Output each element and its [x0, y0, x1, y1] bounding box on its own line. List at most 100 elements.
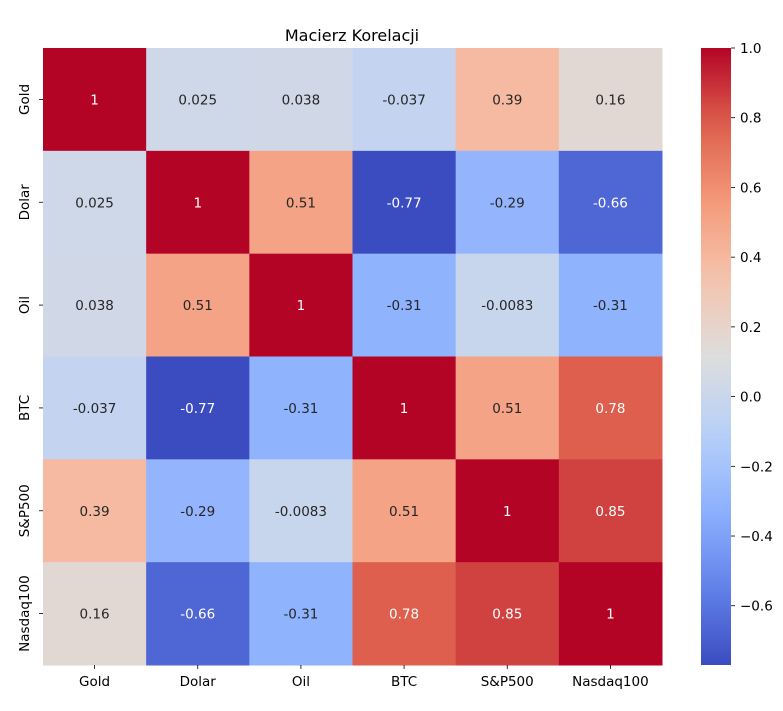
- heatmap-cell: [558, 459, 663, 563]
- heatmap-cell: [249, 562, 353, 666]
- heatmap-cell: [249, 48, 353, 152]
- y-tick-label: S&P500: [17, 484, 33, 537]
- heatmap-cell: [43, 562, 147, 666]
- cell-value-label: 0.51: [492, 401, 522, 417]
- cell-value-label: 0.78: [389, 607, 419, 623]
- cell-value-label: 0.39: [80, 504, 110, 520]
- cell-value-label: 1: [193, 195, 202, 211]
- heatmap-cell: [43, 48, 147, 152]
- colorbar-tick-label: 0.6: [740, 180, 761, 196]
- y-tick-label: Gold: [17, 84, 33, 115]
- heatmap-cell: [558, 150, 663, 255]
- cell-value-label: -0.66: [180, 607, 215, 623]
- y-tick-label: BTC: [17, 395, 33, 421]
- heatmap-cell: [43, 356, 147, 460]
- heatmap-cell: [558, 562, 663, 666]
- cell-value-label: 1: [400, 401, 409, 417]
- cell-value-label: 1: [90, 92, 99, 108]
- cell-value-label: -0.037: [382, 92, 426, 108]
- heatmap-cell: [146, 356, 250, 460]
- heatmap-cell: [352, 562, 457, 666]
- heatmap-cell: [146, 150, 250, 255]
- cell-value-label: 0.038: [282, 92, 321, 108]
- x-tick-label: Oil: [292, 674, 310, 690]
- cell-value-label: 0.16: [80, 607, 110, 623]
- heatmap-cell: [352, 48, 457, 152]
- heatmap-cell: [455, 562, 560, 666]
- cell-value-label: 0.025: [75, 195, 114, 211]
- y-tick-label: Nasdaq100: [17, 575, 33, 652]
- heatmap-annotations: 1 0.025 0.038 -0.037 0.39 0.16 0.025 1 0.51 -0.77…: [73, 92, 628, 622]
- cell-value-label: 0.51: [389, 504, 419, 520]
- cell-value-label: 1: [297, 298, 306, 314]
- colorbar-tick-label: 0.4: [740, 250, 761, 266]
- colorbar-ticks: 1.0 0.8 0.6 0.4 0.2 0.0 −0.2 −0.4 −0.6: [731, 41, 773, 615]
- heatmap-cell: [146, 48, 250, 152]
- heatmap-cell: [352, 459, 457, 563]
- cell-value-label: 0.51: [183, 298, 213, 314]
- cell-value-label: -0.77: [387, 195, 422, 211]
- cell-value-label: 0.51: [286, 195, 316, 211]
- y-axis-ticks: Gold Dolar Oil BTC S&P500 Nasdaq100: [17, 84, 43, 652]
- heatmap-cell: [455, 253, 560, 357]
- heatmap-cell: [558, 253, 663, 357]
- heatmap-cell: [43, 459, 147, 563]
- heatmap-cell: [146, 562, 250, 666]
- cell-value-label: 1: [606, 607, 615, 623]
- colorbar-tick-label: 0.0: [740, 390, 761, 406]
- chart-title: Macierz Korelacji: [285, 26, 419, 45]
- heatmap-cells: [43, 48, 663, 666]
- x-tick-label: Nasdaq100: [572, 674, 649, 690]
- x-axis-ticks: Gold Dolar Oil BTC S&P500 Nasdaq100: [79, 665, 649, 690]
- cell-value-label: -0.29: [490, 195, 525, 211]
- heatmap-cell: [455, 356, 560, 460]
- heatmap-cell: [455, 48, 560, 152]
- cell-value-label: -0.0083: [275, 504, 327, 520]
- heatmap-cell: [249, 459, 353, 563]
- heatmap-cell: [146, 459, 250, 563]
- cell-value-label: 0.038: [75, 298, 114, 314]
- cell-value-label: 0.78: [595, 401, 625, 417]
- heatmap-cell: [352, 150, 457, 255]
- heatmap-cell: [352, 253, 457, 357]
- cell-value-label: -0.037: [73, 401, 117, 417]
- cell-value-label: 0.16: [595, 92, 625, 108]
- heatmap-cell: [249, 150, 353, 255]
- y-tick-label: Oil: [17, 296, 33, 314]
- heatmap-cell: [43, 150, 147, 255]
- cell-value-label: -0.31: [283, 401, 318, 417]
- x-tick-label: Gold: [79, 674, 110, 690]
- heatmap-cell: [558, 48, 663, 152]
- cell-value-label: 1: [503, 504, 512, 520]
- heatmap-cell: [455, 459, 560, 563]
- heatmap-cell: [146, 253, 250, 357]
- colorbar-tick-label: 0.2: [740, 320, 761, 336]
- heatmap-cell: [455, 150, 560, 255]
- heatmap-cell: [249, 253, 353, 357]
- x-tick-label: S&P500: [481, 674, 534, 690]
- cell-value-label: -0.77: [180, 401, 215, 417]
- heatmap-cell: [249, 356, 353, 460]
- cell-value-label: -0.66: [593, 195, 628, 211]
- cell-value-label: -0.31: [283, 607, 318, 623]
- colorbar: [701, 48, 731, 665]
- heatmap-cell: [43, 253, 147, 357]
- cell-value-label: -0.0083: [481, 298, 533, 314]
- heatmap-cell: [352, 356, 457, 460]
- colorbar-tick-label: 1.0: [740, 41, 761, 57]
- cell-value-label: -0.29: [180, 504, 215, 520]
- colorbar-tick-label: 0.8: [740, 111, 761, 127]
- y-tick-label: Dolar: [17, 184, 33, 221]
- colorbar-tick-label: −0.6: [740, 599, 773, 615]
- x-tick-label: BTC: [391, 674, 417, 690]
- heatmap-cell: [558, 356, 663, 460]
- cell-value-label: 0.85: [595, 504, 625, 520]
- cell-value-label: 0.025: [178, 92, 217, 108]
- colorbar-tick-label: −0.4: [740, 529, 773, 545]
- cell-value-label: 0.39: [492, 92, 522, 108]
- cell-value-label: -0.31: [387, 298, 422, 314]
- colorbar-tick-label: −0.2: [740, 459, 773, 475]
- x-tick-label: Dolar: [180, 674, 217, 690]
- cell-value-label: -0.31: [593, 298, 628, 314]
